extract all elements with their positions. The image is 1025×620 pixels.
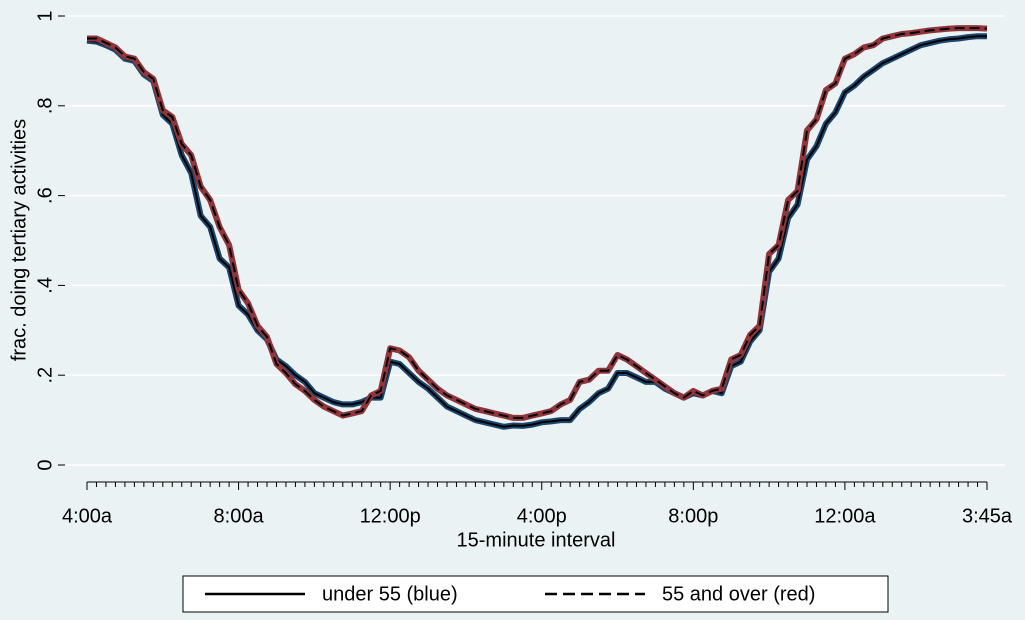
- x-tick-label: 4:00p: [517, 505, 567, 527]
- x-tick-label: 4:00a: [62, 505, 113, 527]
- y-tick-label: .6: [34, 187, 56, 204]
- y-tick-label: .2: [34, 367, 56, 384]
- y-tick-label: 1: [34, 10, 56, 21]
- y-tick-label: .4: [34, 277, 56, 294]
- legend-label: under 55 (blue): [322, 583, 458, 605]
- y-axis-title: frac. doing tertiary activities: [8, 119, 30, 361]
- x-tick-label: 12:00a: [814, 505, 876, 527]
- x-tick-label: 8:00a: [214, 505, 265, 527]
- y-tick-label: 0: [34, 459, 56, 470]
- x-tick-label: 8:00p: [668, 505, 718, 527]
- series-line: [87, 27, 988, 419]
- y-tick-label: .8: [34, 97, 56, 114]
- x-tick-label: 12:00p: [360, 505, 421, 527]
- series-line: [86, 35, 987, 428]
- legend-label: 55 and over (red): [662, 583, 815, 605]
- x-axis-title: 15-minute interval: [457, 529, 616, 551]
- x-tick-label: 3:45a: [962, 505, 1013, 527]
